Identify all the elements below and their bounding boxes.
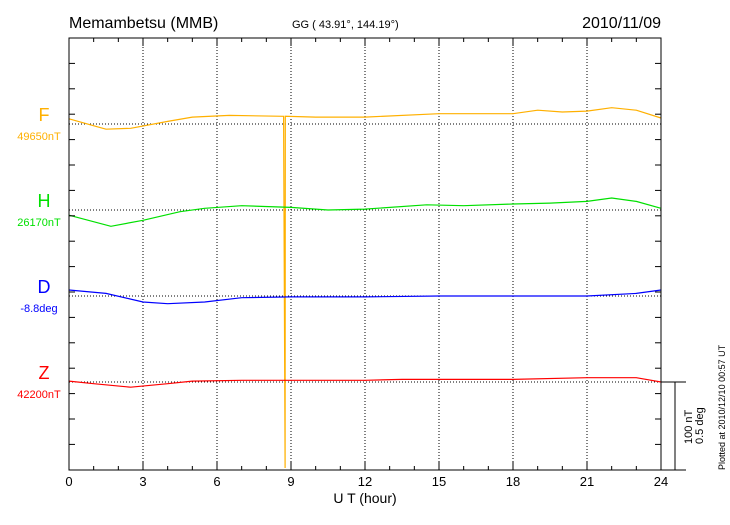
series-name-D: D: [38, 277, 51, 297]
x-ticks: 0 3 6 9 12 15 18 21 24: [65, 38, 668, 489]
grid: [69, 38, 661, 470]
trace-H: [68, 197, 662, 227]
chart-subtitle: GG ( 43.91°, 144.19°): [292, 19, 399, 31]
scale-label-deg: 0.5 deg: [694, 407, 706, 444]
x-tick-label: 18: [506, 474, 520, 489]
series-baseline-D: -8.8deg: [20, 303, 57, 315]
x-tick-label: 3: [139, 474, 146, 489]
x-tick-label: 15: [432, 474, 446, 489]
series-baseline-F: 49650nT: [17, 131, 61, 143]
trace-F: [68, 107, 662, 469]
plotted-note: Plotted at 2010/12/10 00:57 UT: [717, 344, 727, 470]
series-labels: F 49650nT H 26170nT D -8.8deg Z 42200nT: [17, 105, 61, 401]
x-tick-label: 0: [65, 474, 72, 489]
series-baseline-H: 26170nT: [17, 217, 61, 229]
series-baseline-Z: 42200nT: [17, 389, 61, 401]
trace-D: [68, 289, 662, 305]
x-tick-label: 12: [358, 474, 372, 489]
trace-Z: [68, 377, 662, 388]
series-name-F: F: [39, 105, 50, 125]
x-tick-label: 6: [213, 474, 220, 489]
x-tick-label: 21: [580, 474, 594, 489]
x-axis-label: U T (hour): [333, 490, 396, 506]
scale-label-nt: 100 nT: [683, 409, 695, 444]
series-name-Z: Z: [39, 363, 50, 383]
chart-date: 2010/11/09: [582, 15, 661, 32]
scale-bar: 100 nT 0.5 deg: [661, 381, 706, 471]
x-tick-label: 24: [654, 474, 668, 489]
x-tick-label: 9: [287, 474, 294, 489]
series-name-H: H: [38, 191, 51, 211]
traces: [68, 107, 662, 469]
chart-title: Memambetsu (MMB): [69, 15, 218, 32]
